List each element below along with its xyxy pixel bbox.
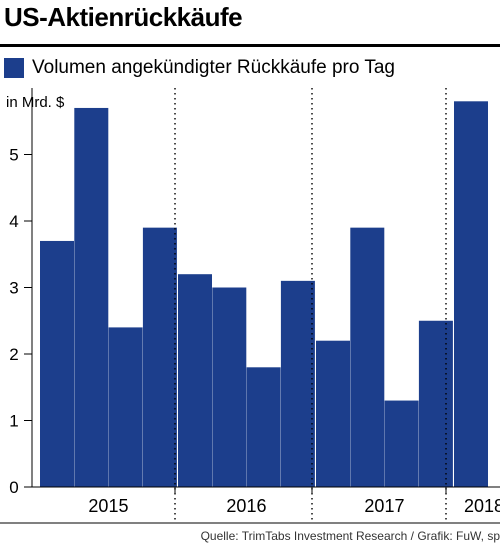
x-tick-label: 2015 <box>88 496 128 516</box>
bar <box>74 107 109 487</box>
bar <box>280 280 315 487</box>
x-tick-label: 2018 <box>464 496 500 516</box>
legend: Volumen angekündigter Rückkäufe pro Tag <box>4 56 395 80</box>
y-tick-label: 5 <box>9 146 18 165</box>
x-tick-label: 2016 <box>226 496 266 516</box>
y-tick-label: 1 <box>9 412 18 431</box>
bar <box>40 240 74 487</box>
bar <box>178 274 212 487</box>
y-axis-unit-label: in Mrd. $ <box>6 94 65 111</box>
bar <box>350 227 385 487</box>
bar <box>142 227 177 487</box>
bar <box>418 320 453 487</box>
legend-swatch <box>4 58 24 78</box>
source-note: Quelle: TrimTabs Investment Research / G… <box>200 529 500 543</box>
bar <box>384 400 419 487</box>
y-tick-label: 3 <box>9 279 18 298</box>
y-tick-label: 2 <box>9 345 18 364</box>
title-rule <box>0 44 500 47</box>
bar <box>108 327 143 487</box>
y-tick-label: 0 <box>9 478 18 497</box>
chart-title: US-Aktienrückkäufe <box>4 2 243 32</box>
bar <box>212 287 247 487</box>
bar <box>316 340 350 487</box>
y-tick-label: 4 <box>9 212 18 231</box>
bar <box>454 101 488 488</box>
bar <box>246 367 281 487</box>
x-tick-label: 2017 <box>364 496 404 516</box>
legend-label: Volumen angekündigter Rückkäufe pro Tag <box>32 57 396 78</box>
